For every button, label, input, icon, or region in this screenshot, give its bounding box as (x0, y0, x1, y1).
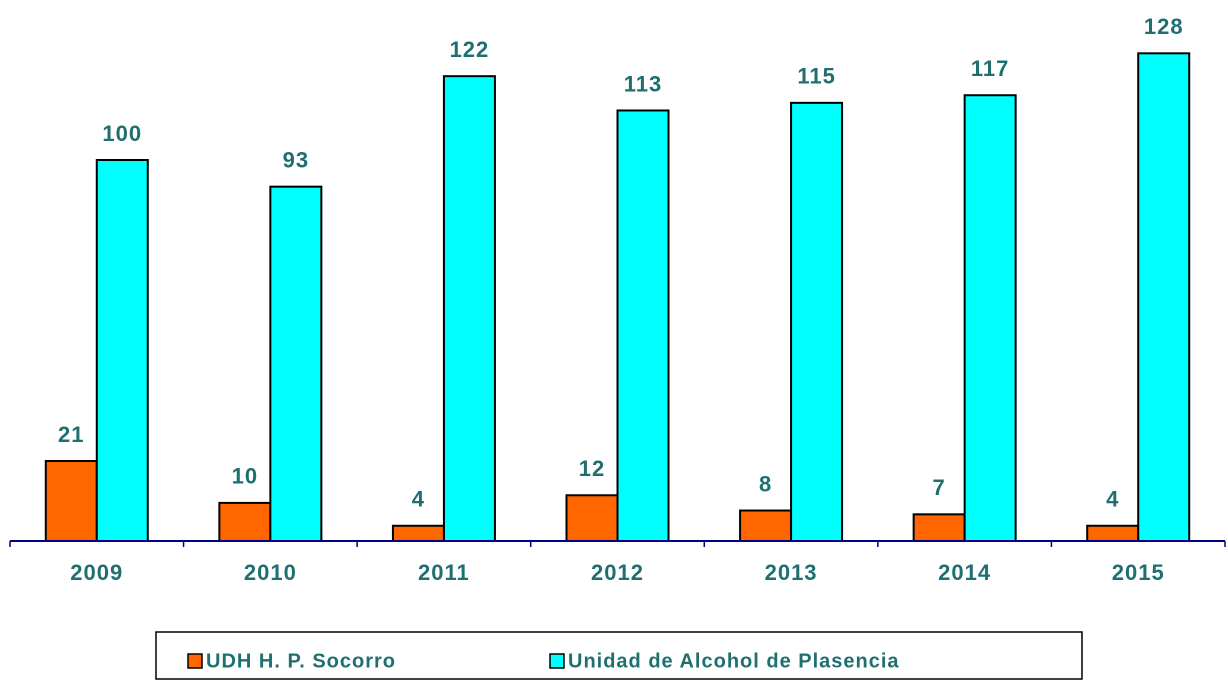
bar (218, 501, 272, 542)
bar (1086, 524, 1140, 543)
legend-box (155, 631, 1083, 680)
data-label: 7 (933, 475, 946, 500)
bar (616, 109, 670, 542)
data-label: 4 (1106, 487, 1119, 512)
legend-label: UDH H. P. Socorro (206, 650, 396, 672)
x-tick-label: 2010 (244, 560, 297, 585)
x-tick-label: 2014 (938, 560, 991, 585)
bar (269, 185, 323, 542)
data-label: 117 (971, 56, 1010, 81)
bar (391, 524, 445, 543)
data-label: 115 (797, 64, 836, 89)
data-label: 113 (624, 71, 663, 96)
legend-swatch (549, 653, 565, 669)
bar (565, 494, 619, 542)
data-label: 21 (58, 422, 84, 447)
data-label: 128 (1144, 14, 1184, 39)
bar (1137, 52, 1191, 542)
data-label: 10 (232, 464, 258, 489)
legend-swatch (187, 653, 203, 669)
x-tick-label: 2013 (765, 560, 818, 585)
data-label: 8 (759, 471, 772, 496)
bar (95, 159, 149, 542)
bar (44, 459, 98, 542)
data-label: 93 (283, 147, 309, 172)
data-label: 100 (102, 121, 142, 146)
bar (912, 513, 966, 543)
data-label: 12 (579, 456, 605, 481)
bar (963, 94, 1017, 542)
x-tick-label: 2015 (1112, 560, 1165, 585)
bar (790, 101, 844, 542)
data-label: 122 (450, 37, 490, 62)
x-tick-label: 2012 (591, 560, 644, 585)
legend-label: Unidad de Alcohol de Plasencia (568, 650, 900, 672)
x-tick-label: 2011 (418, 560, 470, 585)
bar (739, 509, 793, 542)
x-tick-label: 2009 (70, 560, 123, 585)
data-label: 4 (412, 487, 425, 512)
bar (442, 75, 496, 543)
